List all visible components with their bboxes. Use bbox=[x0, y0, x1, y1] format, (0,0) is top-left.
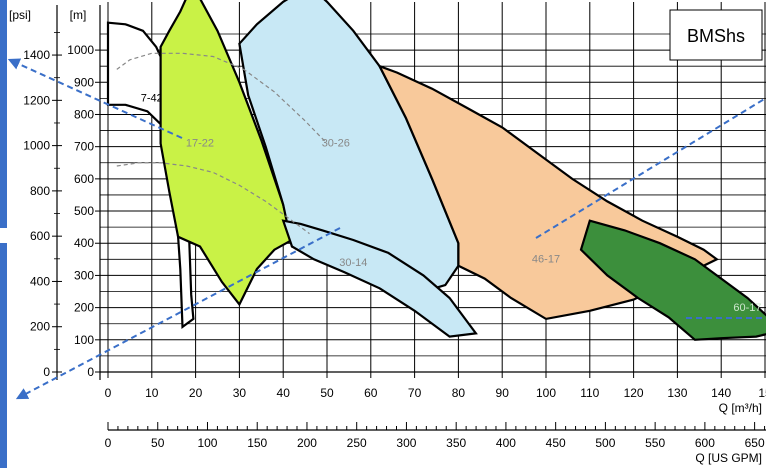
y-tick-label: 0 bbox=[87, 365, 94, 379]
region-30-14 bbox=[281, 219, 478, 338]
y2-tick-label: 1000 bbox=[23, 139, 50, 153]
y-tick-label: 200 bbox=[74, 301, 94, 315]
x-tick-label: 130 bbox=[667, 386, 687, 400]
x-tick-label: 70 bbox=[408, 386, 422, 400]
y2-tick-label: 1400 bbox=[23, 48, 50, 62]
x2-tick-label: 300 bbox=[396, 436, 416, 450]
x-unit-label: Q [m³/h] bbox=[719, 401, 762, 415]
y-tick-label: 500 bbox=[74, 204, 94, 218]
x2-tick-label: 600 bbox=[695, 436, 715, 450]
y-tick-label: 900 bbox=[74, 75, 94, 89]
x2-tick-label: 400 bbox=[496, 436, 516, 450]
axes: [psi] [m]01002003004005006007008009001000… bbox=[9, 5, 766, 465]
y-tick-label: 400 bbox=[74, 236, 94, 250]
pump-regions: 7-42 17-22 30-26 30-14 46-17 60-17 bbox=[106, 0, 766, 341]
x2-tick-label: 350 bbox=[446, 436, 466, 450]
arrow-upper-left bbox=[7, 58, 183, 139]
sidebar-strip-bottom bbox=[0, 243, 7, 468]
y2-tick-label: 0 bbox=[43, 365, 50, 379]
x-tick-label: 20 bbox=[189, 386, 203, 400]
x-tick-label: 15 bbox=[758, 386, 766, 400]
y-tick-label: 1000 bbox=[67, 43, 94, 57]
x-tick-label: 50 bbox=[320, 386, 334, 400]
y2-tick-label: 400 bbox=[30, 274, 50, 288]
x2-tick-label: 550 bbox=[645, 436, 665, 450]
region-label-7-42: 7-42 bbox=[141, 93, 163, 105]
x2-tick-label: 50 bbox=[151, 436, 165, 450]
sidebar-strip-top bbox=[0, 0, 7, 228]
x-tick-label: 90 bbox=[496, 386, 510, 400]
x2-unit-label: Q [US GPM] bbox=[695, 451, 762, 465]
x-tick-label: 140 bbox=[711, 386, 731, 400]
y-tick-label: 700 bbox=[74, 140, 94, 154]
x2-tick-label: 500 bbox=[595, 436, 615, 450]
x-tick-label: 110 bbox=[580, 386, 599, 400]
x-tick-label: 60 bbox=[364, 386, 378, 400]
y2-tick-label: 1200 bbox=[23, 93, 50, 107]
x2-tick-label: 100 bbox=[197, 436, 217, 450]
x-tick-label: 10 bbox=[145, 386, 159, 400]
region-label-30-26: 30-26 bbox=[322, 138, 350, 150]
x2-tick-label: 150 bbox=[247, 436, 267, 450]
m-unit-label: [m] bbox=[70, 8, 87, 22]
arrow-upper-right bbox=[535, 97, 766, 239]
region-label-60-17: 60-17 bbox=[733, 302, 761, 314]
region-label-46-17: 46-17 bbox=[532, 254, 560, 266]
region-60-17 bbox=[579, 219, 766, 341]
region-label-30-14: 30-14 bbox=[339, 257, 367, 269]
region-label-17-22: 17-22 bbox=[186, 138, 214, 150]
x2-tick-label: 0 bbox=[105, 436, 112, 450]
psi-unit-label: [psi] bbox=[9, 8, 31, 22]
x2-tick-label: 250 bbox=[347, 436, 367, 450]
x-tick-label: 0 bbox=[105, 386, 112, 400]
y2-tick-label: 200 bbox=[30, 320, 50, 334]
dashed-curve bbox=[116, 52, 328, 144]
chart-title: BMShs bbox=[687, 26, 745, 46]
y-tick-label: 100 bbox=[74, 333, 94, 347]
x-tick-label: 30 bbox=[233, 386, 247, 400]
y-tick-label: 300 bbox=[74, 268, 94, 282]
dashed-curves bbox=[116, 52, 328, 235]
y-tick-label: 600 bbox=[74, 172, 94, 186]
x-tick-label: 80 bbox=[452, 386, 466, 400]
y2-tick-label: 600 bbox=[30, 229, 50, 243]
x2-tick-label: 450 bbox=[546, 436, 566, 450]
x2-tick-label: 650 bbox=[745, 436, 765, 450]
x-tick-label: 40 bbox=[277, 386, 291, 400]
x-tick-label: 100 bbox=[536, 386, 556, 400]
x-tick-label: 120 bbox=[624, 386, 644, 400]
y2-tick-label: 800 bbox=[30, 184, 50, 198]
arrow-lower-left bbox=[15, 227, 341, 400]
x2-tick-label: 200 bbox=[297, 436, 317, 450]
title-box bbox=[669, 9, 763, 61]
y-tick-label: 800 bbox=[74, 107, 94, 121]
dashed-curve bbox=[116, 162, 310, 235]
